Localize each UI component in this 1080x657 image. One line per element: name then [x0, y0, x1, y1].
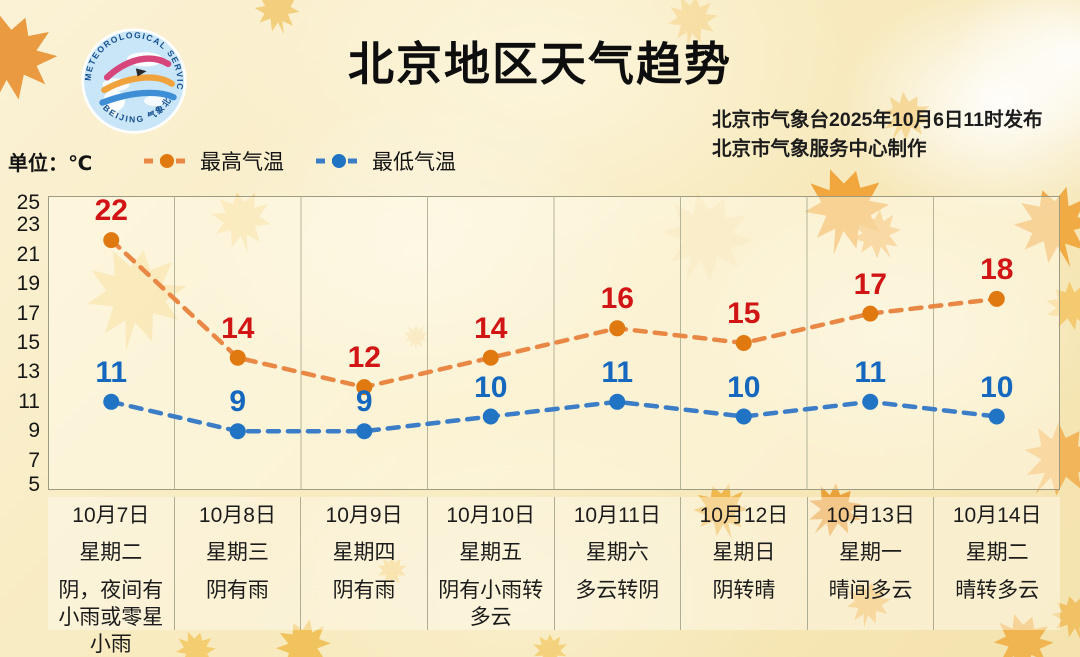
min-temp-line-marker-icon — [316, 154, 362, 168]
weather-label: 晴间多云 — [828, 579, 913, 602]
max-temp-value-label: 22 — [94, 194, 128, 228]
y-tick-label: 17 — [16, 301, 40, 325]
min-temp-value-label: 11 — [95, 355, 128, 389]
weekday-label: 星期四 — [332, 541, 396, 564]
min-temp-value-label: 10 — [474, 370, 508, 404]
min-temp-value-label: 10 — [727, 370, 761, 404]
date-label: 10月8日 — [198, 504, 276, 527]
y-tick-label: 13 — [16, 360, 40, 384]
day-column-1: 10月7日 星期二 阴，夜间有小雨或零星小雨 — [48, 497, 174, 656]
y-tick-label: 21 — [16, 242, 40, 266]
max-temp-value-label: 17 — [853, 267, 887, 301]
date-label: 10月14日 — [952, 504, 1042, 527]
min-temp-value-label: 9 — [229, 385, 247, 419]
max-temp-value-label: 14 — [221, 311, 255, 345]
legend-item-max-temp: 最高气温 — [142, 146, 284, 176]
weather-label: 晴转多云 — [955, 579, 1040, 602]
plot-area — [48, 196, 1060, 490]
weekday-label: 星期二 — [965, 541, 1029, 564]
legend-label-min-temp: 最低气温 — [372, 151, 456, 174]
date-label: 10月10日 — [446, 504, 536, 527]
maple-leaf-icon — [171, 627, 219, 657]
y-tick-label: 5 — [28, 473, 40, 496]
unit-label: 单位：℃ — [8, 153, 93, 175]
issued-line: 北京市气象台2025年10月6日11时发布 — [712, 109, 1043, 131]
weekday-label: 星期一 — [839, 541, 903, 564]
weekday-label: 星期六 — [585, 541, 649, 564]
min-temp-value-label: 11 — [601, 355, 634, 389]
date-label: 10月9日 — [325, 504, 403, 527]
daily-forecast-table: 10月7日 星期二 阴，夜间有小雨或零星小雨 10月8日 星期三 阴有雨 10月… — [48, 497, 1060, 656]
y-tick-label: 15 — [16, 331, 40, 354]
maple-leaf-icon — [533, 634, 567, 657]
weather-label: 阴有雨 — [205, 579, 269, 602]
y-tick-label: 23 — [16, 213, 40, 237]
day-column-5: 10月11日 星期六 多云转阴 — [553, 497, 681, 630]
legend-item-min-temp: 最低气温 — [314, 146, 456, 176]
max-temp-value-label: 18 — [980, 252, 1014, 286]
weekday-label: 星期五 — [459, 541, 523, 564]
y-tick-label: 25 — [16, 191, 40, 214]
weekday-label: 星期三 — [205, 541, 269, 564]
weekday-label: 星期二 — [79, 541, 143, 564]
day-column-8: 10月14日 星期二 晴转多云 — [933, 497, 1060, 630]
max-temp-value-label: 14 — [474, 311, 508, 345]
weather-label: 多云转阴 — [575, 579, 660, 602]
min-temp-value-label: 10 — [980, 370, 1014, 404]
weather-label: 阴有雨 — [332, 579, 396, 602]
min-temp-value-label: 11 — [854, 355, 887, 389]
legend: 最高气温 最低气温 — [142, 146, 456, 176]
y-tick-label: 19 — [16, 272, 40, 296]
produced-line: 北京市气象服务中心制作 — [712, 138, 927, 160]
date-label: 10月13日 — [826, 504, 915, 527]
legend-label-max-temp: 最高气温 — [200, 151, 284, 174]
y-tick-label: 7 — [28, 448, 40, 472]
weather-label: 阴有小雨转多云 — [438, 579, 544, 629]
date-label: 10月7日 — [72, 504, 150, 527]
max-temp-line-marker-icon — [144, 154, 190, 168]
max-temp-value-label: 12 — [347, 341, 381, 375]
weather-label: 阴，夜间有小雨或零星小雨 — [58, 579, 164, 656]
weekday-label: 星期日 — [712, 541, 776, 564]
y-tick-label: 11 — [18, 389, 40, 413]
publisher-info: 北京市气象台2025年10月6日11时发布 北京市气象服务中心制作 — [712, 106, 1043, 164]
page-title: 北京地区天气趋势 — [348, 38, 732, 90]
day-column-7: 10月13日 星期一 晴间多云 — [806, 497, 934, 630]
day-column-6: 10月12日 星期日 阴转晴 — [680, 497, 807, 630]
day-column-2: 10月8日 星期三 阴有雨 — [173, 497, 301, 630]
max-temp-value-label: 16 — [600, 282, 634, 316]
day-column-3: 10月9日 星期四 阴有雨 — [300, 497, 427, 630]
date-label: 10月12日 — [699, 504, 789, 527]
min-temp-value-label: 9 — [355, 385, 373, 419]
max-temp-value-label: 15 — [727, 297, 761, 330]
y-tick-label: 9 — [28, 419, 40, 443]
day-column-4: 10月10日 星期五 阴有小雨转多云 — [426, 497, 554, 630]
date-label: 10月11日 — [573, 504, 661, 527]
beijing-meteorological-service-logo: METEOROLOGICAL SERVICE BEIJING 气象北京 — [81, 28, 187, 134]
weather-label: 阴转晴 — [712, 579, 776, 602]
